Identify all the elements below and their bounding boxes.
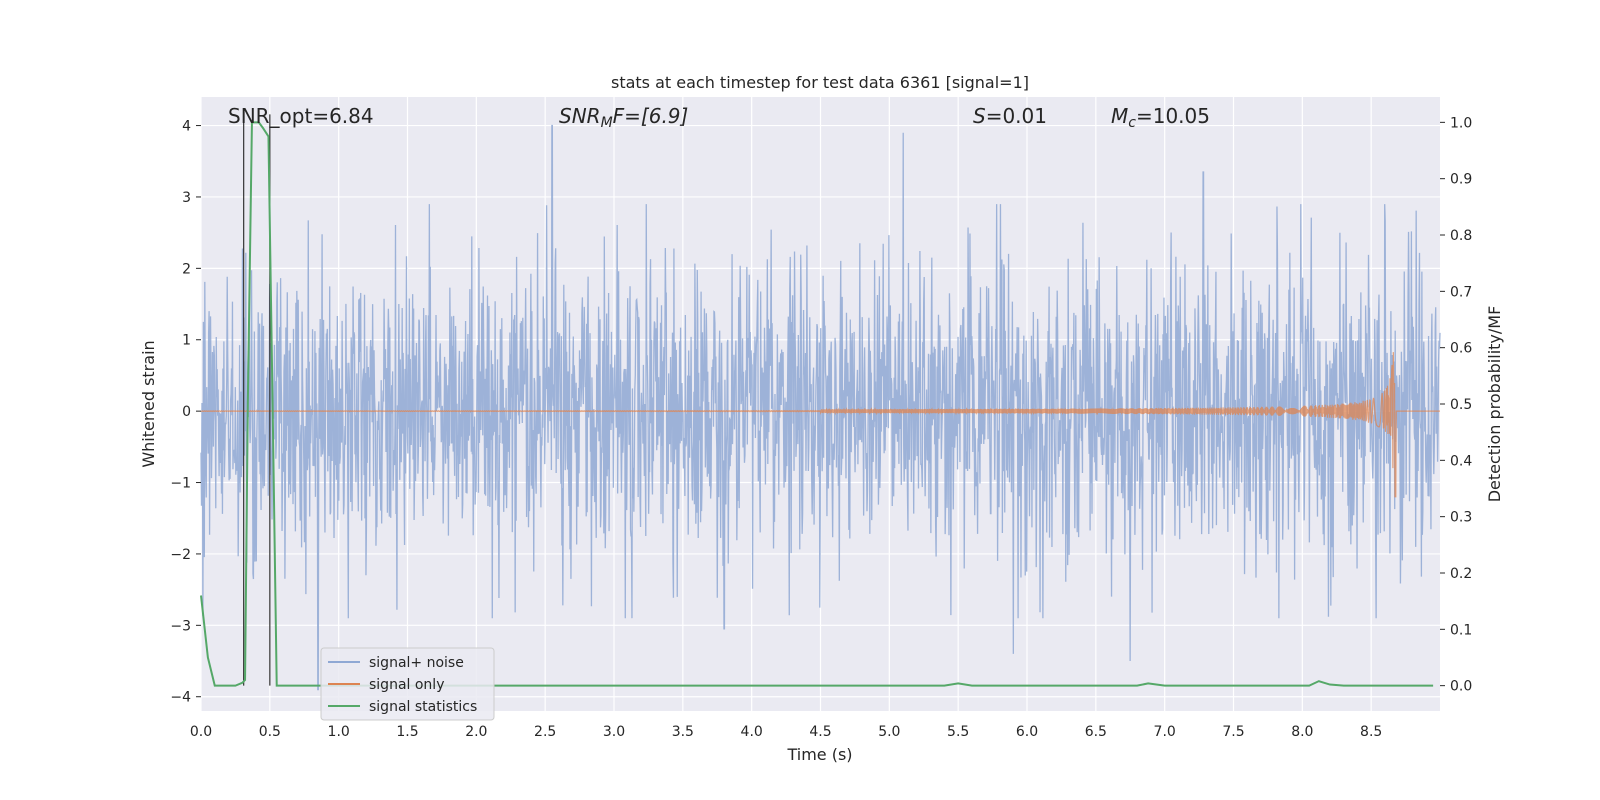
y-tick-label: 3 [182, 190, 191, 206]
y2-tick-label: 0.4 [1450, 453, 1472, 469]
series-signal-noise [200, 124, 1441, 691]
y-tick-label: 2 [182, 261, 191, 277]
legend-label-signal-only: signal only [369, 677, 444, 693]
annotation-mc-sub: c [1128, 115, 1136, 131]
y2-tick-label: 0.6 [1450, 341, 1472, 357]
y2-tick-label: 0.2 [1450, 566, 1472, 582]
signal-noise-line [200, 124, 1441, 691]
x-tick-label: 0.5 [259, 724, 281, 740]
annotation-snr-mf: SNRMF=[6.9] [559, 104, 688, 131]
series-signal-only [200, 352, 1440, 498]
y2-axis-title: Detection probability/MF [1485, 306, 1504, 503]
x-tick-label: 1.5 [396, 724, 418, 740]
x-tick-label: 2.0 [465, 724, 487, 740]
x-tick-label: 1.0 [328, 724, 350, 740]
x-tick-label: 6.5 [1085, 724, 1107, 740]
x-tick-label: 7.0 [1154, 724, 1176, 740]
annotation-s-rest: =0.01 [986, 104, 1047, 128]
y2-tick-label: 0.3 [1450, 510, 1472, 526]
y-tick-label: −4 [170, 690, 191, 706]
y-tick-label: 1 [182, 333, 191, 349]
y2-tick-label: 0.9 [1450, 172, 1472, 188]
x-axis-title: Time (s) [786, 745, 852, 764]
y2-tick-label: 1.0 [1450, 115, 1472, 131]
x-tick-label: 4.5 [809, 724, 831, 740]
y2-tick-label: 0.1 [1450, 622, 1472, 638]
annotation-mc-rest: =10.05 [1136, 104, 1210, 128]
y-tick-label: 0 [182, 404, 191, 420]
y2-tick-label: 0.8 [1450, 228, 1472, 244]
x-tick-label: 5.5 [947, 724, 969, 740]
y-tick-label: −2 [170, 547, 191, 563]
legend-label-signal-noise: signal+ noise [369, 655, 464, 671]
chart-title: stats at each timestep for test data 636… [611, 73, 1029, 92]
x-tick-label: 5.0 [878, 724, 900, 740]
legend: signal+ noise signal only signal statist… [320, 647, 495, 721]
y-axis-title: Whitened strain [139, 340, 158, 467]
annotation-snr-opt: SNR_opt=6.84 [228, 104, 374, 128]
annotation-snr-mf-main: SNR [559, 104, 601, 128]
annotation-s-main: S [973, 104, 986, 128]
x-tick-label: 6.0 [1016, 724, 1038, 740]
annotation-snr-mf-rest: F=[6.9] [613, 104, 689, 128]
y2-tick-label: 0.7 [1450, 284, 1472, 300]
annotation-mc-main: M [1111, 104, 1128, 128]
signal-only-line [200, 352, 1440, 498]
y2-tick-label: 0.0 [1450, 679, 1472, 695]
ticks: 0.0 0.5 1.0 1.5 2.0 2.5 3.0 3.5 4.0 4.5 5.0 5.5 6.0 6… [170, 115, 1472, 740]
y-tick-label: 4 [182, 119, 191, 135]
x-tick-label: 7.5 [1222, 724, 1244, 740]
x-tick-label: 3.0 [603, 724, 625, 740]
x-tick-label: 8.0 [1291, 724, 1313, 740]
y-tick-label: −3 [170, 618, 191, 634]
x-tick-label: 3.5 [672, 724, 694, 740]
annotation-s: S=0.01 [973, 104, 1047, 128]
y2-tick-label: 0.5 [1450, 397, 1472, 413]
legend-label-signal-statistics: signal statistics [369, 699, 477, 715]
legend-box [320, 647, 495, 721]
x-tick-label: 0.0 [190, 724, 212, 740]
x-tick-label: 2.5 [534, 724, 556, 740]
annotation-mc: Mc=10.05 [1111, 104, 1210, 131]
y-tick-label: −1 [170, 476, 191, 492]
x-tick-label: 8.5 [1360, 724, 1382, 740]
annotation-snr-mf-sub: M [601, 115, 613, 131]
x-tick-label: 4.0 [741, 724, 763, 740]
